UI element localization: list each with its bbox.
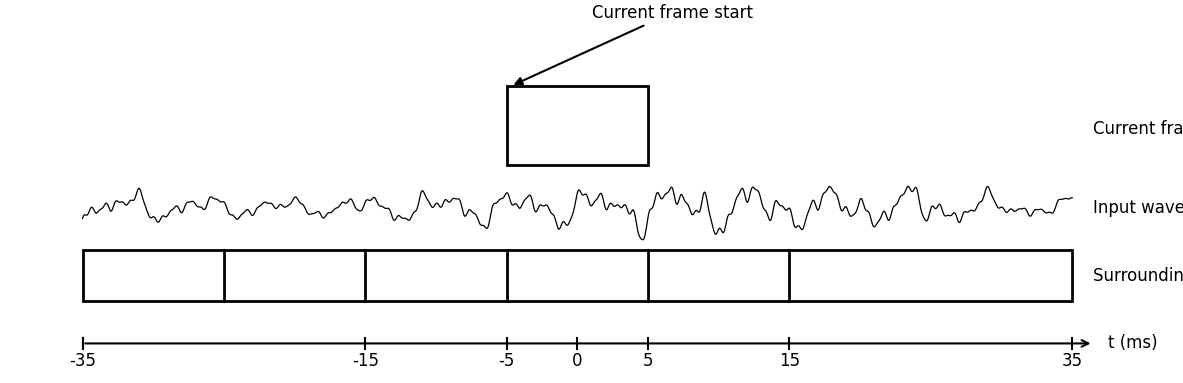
Bar	[83, 250, 1072, 301]
Text: 5: 5	[642, 352, 653, 370]
Text: Current frame start: Current frame start	[516, 4, 752, 84]
Text: -5: -5	[498, 352, 515, 370]
Text: -35: -35	[69, 352, 96, 370]
Text: t (ms): t (ms)	[1107, 334, 1157, 352]
Bar	[506, 86, 648, 165]
Text: Input waveform: Input waveform	[1093, 199, 1183, 216]
Text: Current frame window: Current frame window	[1093, 120, 1183, 138]
Text: 35: 35	[1061, 352, 1082, 370]
Text: Surrounding segment windows: Surrounding segment windows	[1093, 267, 1183, 285]
Text: 0: 0	[573, 352, 582, 370]
Text: 15: 15	[778, 352, 800, 370]
Text: -15: -15	[351, 352, 379, 370]
